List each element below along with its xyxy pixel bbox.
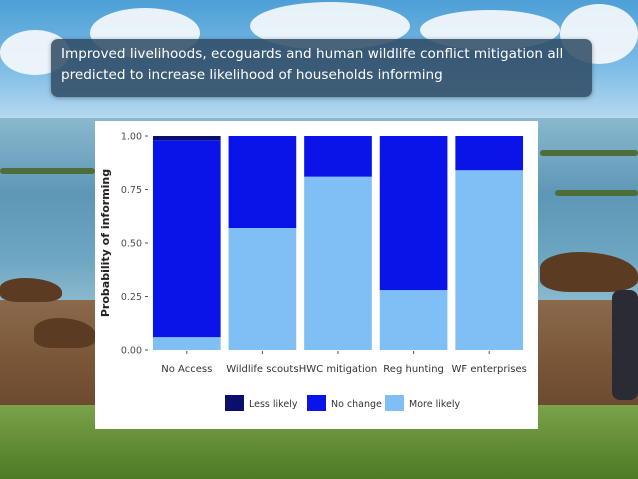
- x-category-label: Wildlife scouts: [226, 364, 298, 375]
- y-tick-label: 0.75: [121, 185, 142, 196]
- bar-segment-more-likely: [152, 337, 221, 350]
- legend-swatch: [225, 395, 244, 411]
- slide-title: Improved livelihoods, ecoguards and huma…: [51, 39, 592, 97]
- x-category-label: No Access: [161, 364, 212, 375]
- boat: [0, 278, 62, 302]
- legend-label: No change: [331, 399, 382, 410]
- y-tick-label: 0.00: [121, 346, 142, 357]
- bar-segment-more-likely: [304, 176, 372, 350]
- bar-segment-more-likely: [228, 228, 297, 350]
- legend-label: Less likely: [249, 399, 298, 410]
- legend-label: More likely: [409, 399, 460, 410]
- y-tick-label: 1.00: [121, 132, 142, 143]
- bar-segment-more-likely: [455, 170, 524, 350]
- bar-segment-no-change: [379, 136, 448, 291]
- bar-segment-no-change: [455, 136, 524, 171]
- stacked-bar-chart: Probability of informing 0.00 0.25 0.50 0.75…: [99, 132, 527, 411]
- y-tick-label: 0.25: [121, 292, 142, 303]
- x-category-label: WF enterprises: [452, 364, 527, 375]
- x-category-label: HWC mitigation: [299, 364, 377, 375]
- bar-segment-more-likely: [379, 290, 448, 350]
- bar-segment-no-change: [304, 136, 372, 177]
- reeds: [540, 150, 638, 156]
- bar-segment-no-change: [228, 136, 297, 229]
- y-axis-label: Probability of informing: [99, 169, 112, 317]
- boat: [540, 252, 638, 292]
- legend-swatch: [307, 395, 326, 411]
- bar-segment-no-change: [152, 140, 221, 338]
- y-tick-label: 0.50: [121, 239, 142, 250]
- x-category-label: Reg hunting: [383, 364, 444, 375]
- legend-swatch: [385, 395, 404, 411]
- boat: [34, 318, 96, 348]
- reeds: [0, 168, 95, 174]
- person: [612, 290, 638, 400]
- bar-segment-less-likely: [152, 136, 221, 141]
- reeds: [555, 190, 638, 196]
- chart-panel: Probability of informing 0.00 0.25 0.50 0.75…: [95, 121, 538, 429]
